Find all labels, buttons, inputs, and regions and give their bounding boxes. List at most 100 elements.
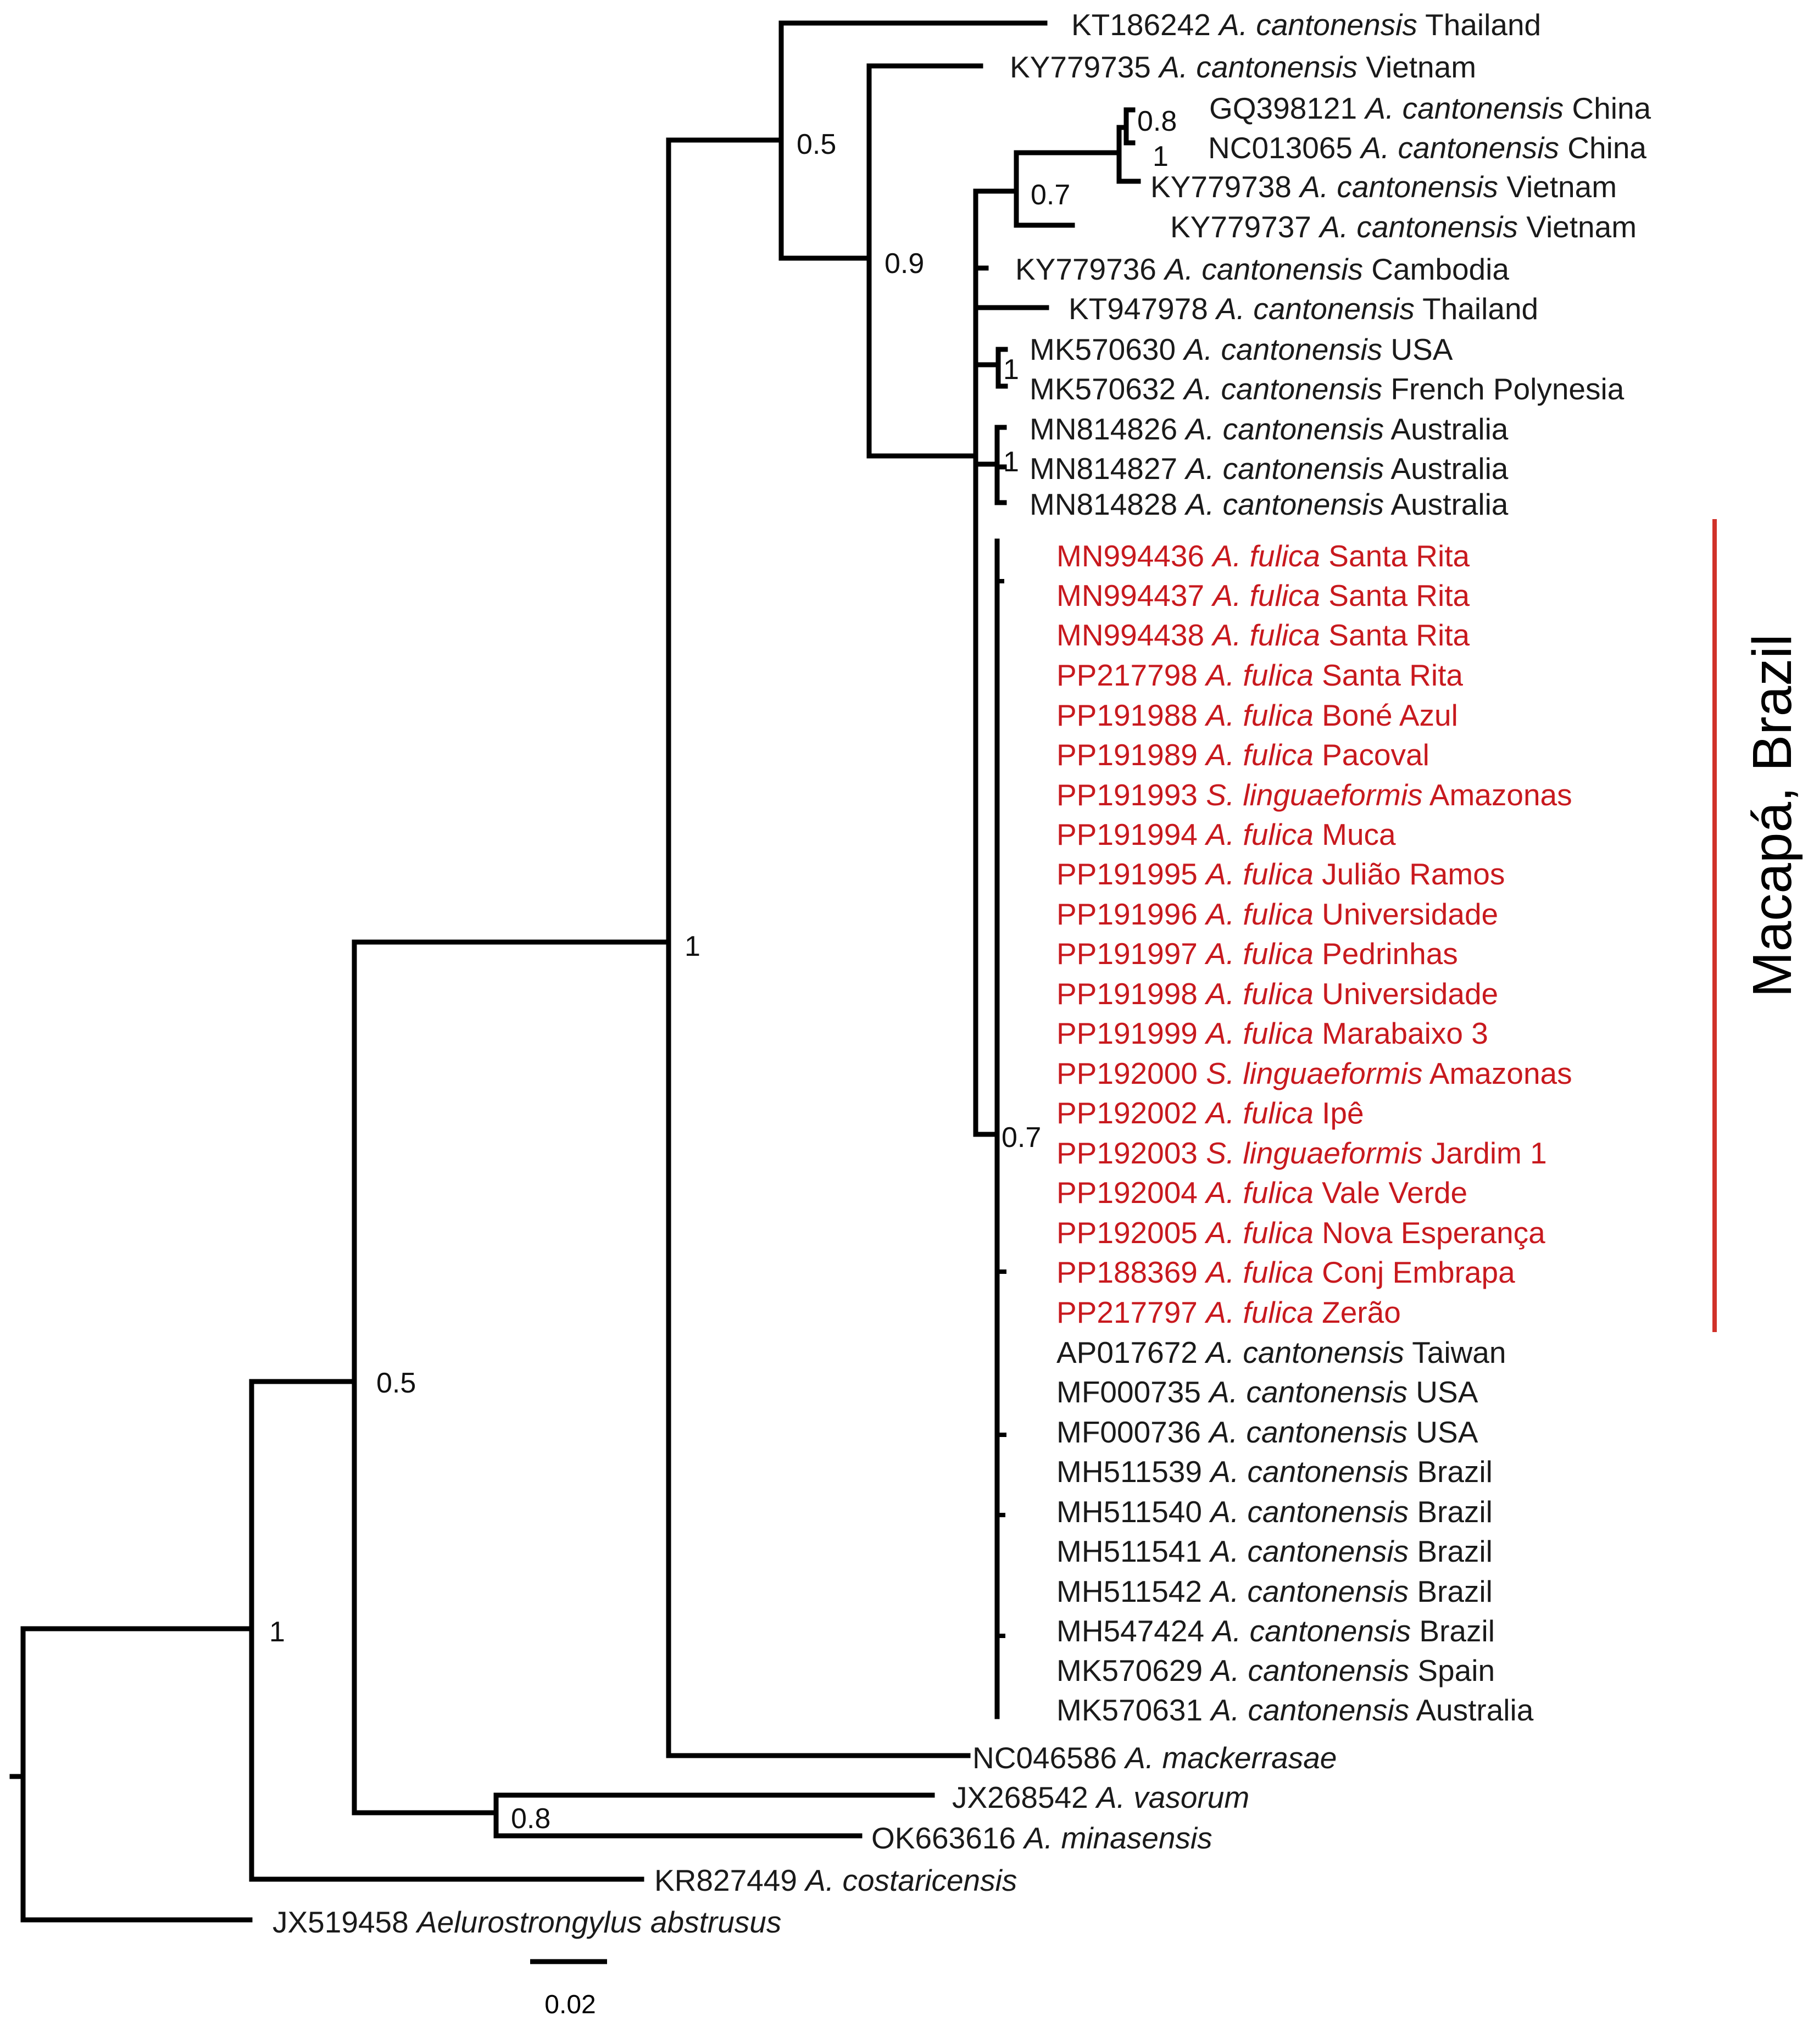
- leaf-locality: USA: [1408, 1375, 1478, 1409]
- leaf-species: A. cantonensis: [1217, 8, 1417, 42]
- leaf-locality: Brazil: [1409, 1455, 1493, 1489]
- leaf-locality: Vale Verde: [1314, 1176, 1467, 1210]
- leaf-accession: MK570632: [1030, 372, 1184, 406]
- leaf-label: JX268542 A. vasorum: [952, 1780, 1249, 1814]
- leaf-label: MK570629 A. cantonensis Spain: [1056, 1653, 1495, 1687]
- leaf-locality: Thailand: [1417, 8, 1541, 42]
- leaf-label: NC013065 A. cantonensis China: [1208, 131, 1646, 165]
- leaf-species: A. cantonensis: [1209, 1574, 1409, 1608]
- leaf-species: A. fulica: [1204, 897, 1314, 931]
- leaf-locality: Zerão: [1314, 1295, 1401, 1329]
- leaf-species: A. fulica: [1204, 738, 1314, 772]
- leaf-label: MN994437 A. fulica Santa Rita: [1056, 578, 1470, 612]
- leaf-label: MH511541 A. cantonensis Brazil: [1056, 1534, 1493, 1568]
- leaf-label: AP017672 A. cantonensis Taiwan: [1056, 1335, 1506, 1369]
- leaf-species: A. fulica: [1204, 1295, 1314, 1329]
- leaf-accession: KY779735: [1010, 50, 1159, 84]
- leaf-locality: Amazonas: [1423, 1056, 1572, 1090]
- leaf-accession: MN814828: [1030, 487, 1186, 521]
- leaf-accession: MH511542: [1056, 1574, 1210, 1608]
- leaf-locality: Taiwan: [1404, 1335, 1506, 1369]
- leaf-accession: PP191994: [1056, 817, 1206, 851]
- leaf-label: PP191995 A. fulica Julião Ramos: [1056, 857, 1505, 891]
- leaf-locality: Amazonas: [1423, 778, 1572, 812]
- scale-bar-label: 0.02: [544, 1990, 596, 2019]
- leaf-locality: Nova Esperança: [1314, 1216, 1545, 1250]
- leaf-accession: PP191995: [1056, 857, 1206, 891]
- leaf-accession: PP188369: [1056, 1255, 1206, 1289]
- leaf-locality: USA: [1408, 1415, 1478, 1449]
- leaf-locality: Santa Rita: [1320, 539, 1470, 573]
- leaf-accession: MH511539: [1056, 1455, 1210, 1489]
- leaf-locality: Spain: [1409, 1653, 1495, 1687]
- leaf-label: PP192000 S. linguaeformis Amazonas: [1056, 1056, 1572, 1090]
- leaf-label: PP191993 S. linguaeformis Amazonas: [1056, 778, 1572, 812]
- leaf-accession: NC013065: [1208, 131, 1361, 165]
- leaf-accession: KY779736: [1015, 252, 1165, 286]
- leaf-species: A. cantonensis: [1215, 292, 1415, 326]
- support-05-left: 0.5: [376, 1367, 416, 1399]
- leaf-accession: KY779737: [1170, 210, 1320, 244]
- leaf-label: PP217797 A. fulica Zerão: [1056, 1295, 1401, 1329]
- leaf-species: A. mackerrasae: [1123, 1741, 1337, 1775]
- support-05-top: 0.5: [797, 129, 836, 160]
- leaf-accession: MH511540: [1056, 1495, 1210, 1529]
- leaf-label: PP188369 A. fulica Conj Embrapa: [1056, 1255, 1515, 1289]
- leaf-label: PP217798 A. fulica Santa Rita: [1056, 658, 1463, 692]
- leaf-accession: MN994437: [1056, 578, 1212, 612]
- leaf-species: A. cantonensis: [1318, 210, 1518, 244]
- leaf-accession: PP191996: [1056, 897, 1206, 931]
- leaf-locality: Vietnam: [1498, 170, 1617, 204]
- leaf-species: A. cantonensis: [1209, 1534, 1409, 1568]
- leaf-locality: Marabaixo 3: [1314, 1016, 1488, 1050]
- leaf-label: PP191997 A. fulica Pedrinhas: [1056, 937, 1458, 971]
- leaf-label: MH511540 A. cantonensis Brazil: [1056, 1495, 1493, 1529]
- leaf-accession: KY779738: [1150, 170, 1300, 204]
- leaf-accession: MF000736: [1056, 1415, 1209, 1449]
- support-1-usa: 1: [1003, 354, 1019, 386]
- leaf-species: A. cantonensis: [1209, 1653, 1409, 1687]
- leaf-label: MK570630 A. cantonensis USA: [1030, 332, 1453, 366]
- leaf-label: KT186242 A. cantonensis Thailand: [1071, 8, 1541, 42]
- leaf-locality: Conj Embrapa: [1314, 1255, 1515, 1289]
- leaf-species: A. cantonensis: [1298, 170, 1498, 204]
- leaf-label: PP191994 A. fulica Muca: [1056, 817, 1396, 851]
- leaf-locality: Australia: [1384, 452, 1509, 486]
- leaf-accession: PP217797: [1056, 1295, 1206, 1329]
- support-07-china: 0.7: [1031, 179, 1070, 211]
- leaf-label: PP192005 A. fulica Nova Esperança: [1056, 1216, 1545, 1250]
- leaf-label: NC046586 A. mackerrasae: [972, 1741, 1337, 1775]
- leaf-label: MN994438 A. fulica Santa Rita: [1056, 618, 1470, 652]
- leaf-accession: JX519458: [272, 1905, 417, 1939]
- support-07-macapa: 0.7: [1002, 1122, 1041, 1154]
- leaf-accession: PP192003: [1056, 1136, 1206, 1170]
- leaf-label: MN994436 A. fulica Santa Rita: [1056, 539, 1470, 573]
- leaf-locality: Thailand: [1415, 292, 1538, 326]
- leaf-accession: PP191999: [1056, 1016, 1206, 1050]
- macapa-clade-label: Macapá, Brazil: [1742, 634, 1803, 997]
- leaf-label: GQ398121 A. cantonensis China: [1209, 91, 1651, 125]
- leaf-label: JX519458 Aelurostrongylus abstrusus: [272, 1905, 781, 1939]
- leaf-locality: French Polynesia: [1382, 372, 1625, 406]
- leaf-locality: Australia: [1384, 412, 1509, 446]
- leaf-locality: Ipê: [1314, 1096, 1364, 1130]
- support-09: 0.9: [884, 248, 924, 280]
- leaf-locality: Cambodia: [1363, 252, 1509, 286]
- leaf-species: A. cantonensis: [1208, 1375, 1408, 1409]
- support-values: 1 0.5 1 0.5 0.9 0.7 0.8 1 1 1 0.7 0.8: [269, 105, 1177, 1835]
- leaf-locality: China: [1564, 91, 1651, 125]
- leaf-species: A. fulica: [1204, 1255, 1314, 1289]
- leaf-label: PP191998 A. fulica Universidade: [1056, 977, 1498, 1011]
- leaf-accession: PP192004: [1056, 1176, 1206, 1210]
- leaf-locality: USA: [1382, 332, 1453, 366]
- leaf-accession: GQ398121: [1209, 91, 1365, 125]
- leaf-label: KY779735 A. cantonensis Vietnam: [1010, 50, 1476, 84]
- leaf-species: A. costaricensis: [804, 1863, 1017, 1897]
- leaf-locality: Jardim 1: [1423, 1136, 1547, 1170]
- leaf-accession: MK570629: [1056, 1653, 1211, 1687]
- leaf-label: MK570632 A. cantonensis French Polynesia: [1030, 372, 1625, 406]
- leaf-accession: PP217798: [1056, 658, 1206, 692]
- leaf-accession: PP192002: [1056, 1096, 1206, 1130]
- tree-branches: [9, 20, 1141, 1923]
